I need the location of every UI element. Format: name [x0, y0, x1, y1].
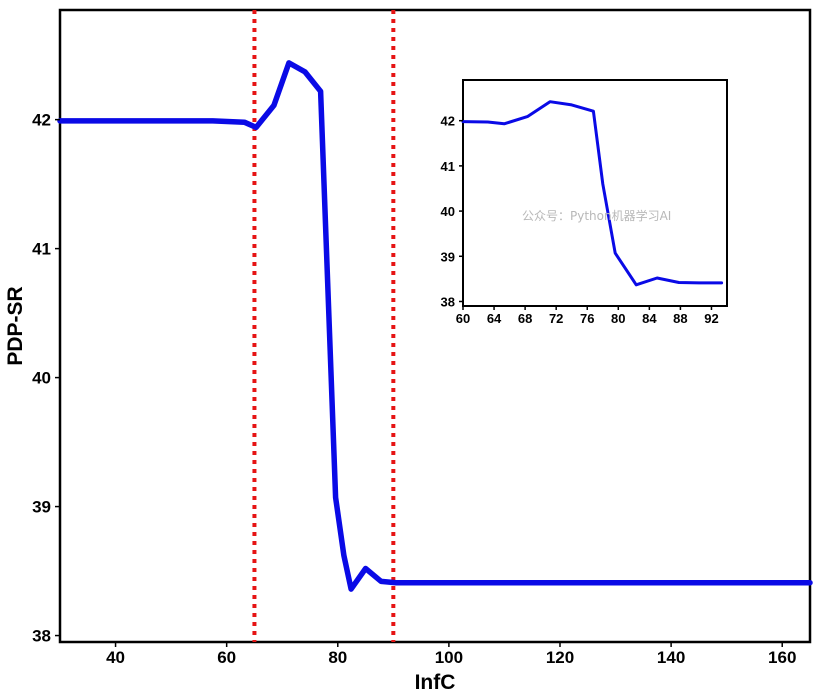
main-y-tick-label: 42 [32, 111, 51, 130]
main-y-tick-label: 41 [32, 240, 51, 259]
main-y-tick-label: 39 [32, 498, 51, 517]
inset-x-tick-label: 60 [456, 311, 470, 326]
inset-x-tick-label: 84 [642, 311, 657, 326]
inset-x-tick-label: 76 [580, 311, 594, 326]
inset-x-tick-label: 72 [549, 311, 563, 326]
main-y-tick-label: 38 [32, 627, 51, 646]
inset-series-line [461, 100, 724, 287]
y-axis-title: PDP-SR [4, 286, 27, 365]
main-x-ticks: 40 60 80 100 120 140 160 [106, 642, 796, 667]
main-series-group [57, 60, 813, 592]
main-x-tick-label: 100 [435, 648, 463, 667]
reference-lines [252, 10, 396, 642]
inset-y-tick-label: 38 [441, 294, 455, 309]
main-x-tick-label: 120 [546, 648, 574, 667]
watermark-text: 公众号：Python机器学习AI [522, 208, 671, 223]
main-x-tick-label: 140 [657, 648, 685, 667]
main-y-tick-label: 40 [32, 369, 51, 388]
main-x-tick-label: 160 [768, 648, 796, 667]
inset-y-tick-label: 39 [441, 249, 455, 264]
inset-y-tick-label: 40 [441, 204, 455, 219]
main-x-tick-label: 40 [106, 648, 125, 667]
inset-x-tick-label: 92 [704, 311, 718, 326]
inset-x-tick-label: 68 [518, 311, 532, 326]
inset-y-tick-label: 42 [441, 114, 455, 129]
inset-x-tick-label: 80 [611, 311, 625, 326]
inset-y-tick-label: 41 [441, 159, 455, 174]
inset-series-group [461, 100, 724, 287]
main-series-line [57, 60, 813, 592]
inset-x-tick-label: 64 [487, 311, 502, 326]
main-y-ticks: 38 39 40 41 42 [32, 111, 60, 646]
inset-y-ticks: 38 39 40 41 42 [441, 114, 463, 309]
x-axis-title: InfC [415, 671, 456, 694]
inset-x-ticks: 60 64 68 72 76 80 84 88 92 [456, 306, 719, 326]
main-x-tick-label: 80 [328, 648, 347, 667]
inset-x-tick-label: 88 [673, 311, 687, 326]
main-x-tick-label: 60 [217, 648, 236, 667]
